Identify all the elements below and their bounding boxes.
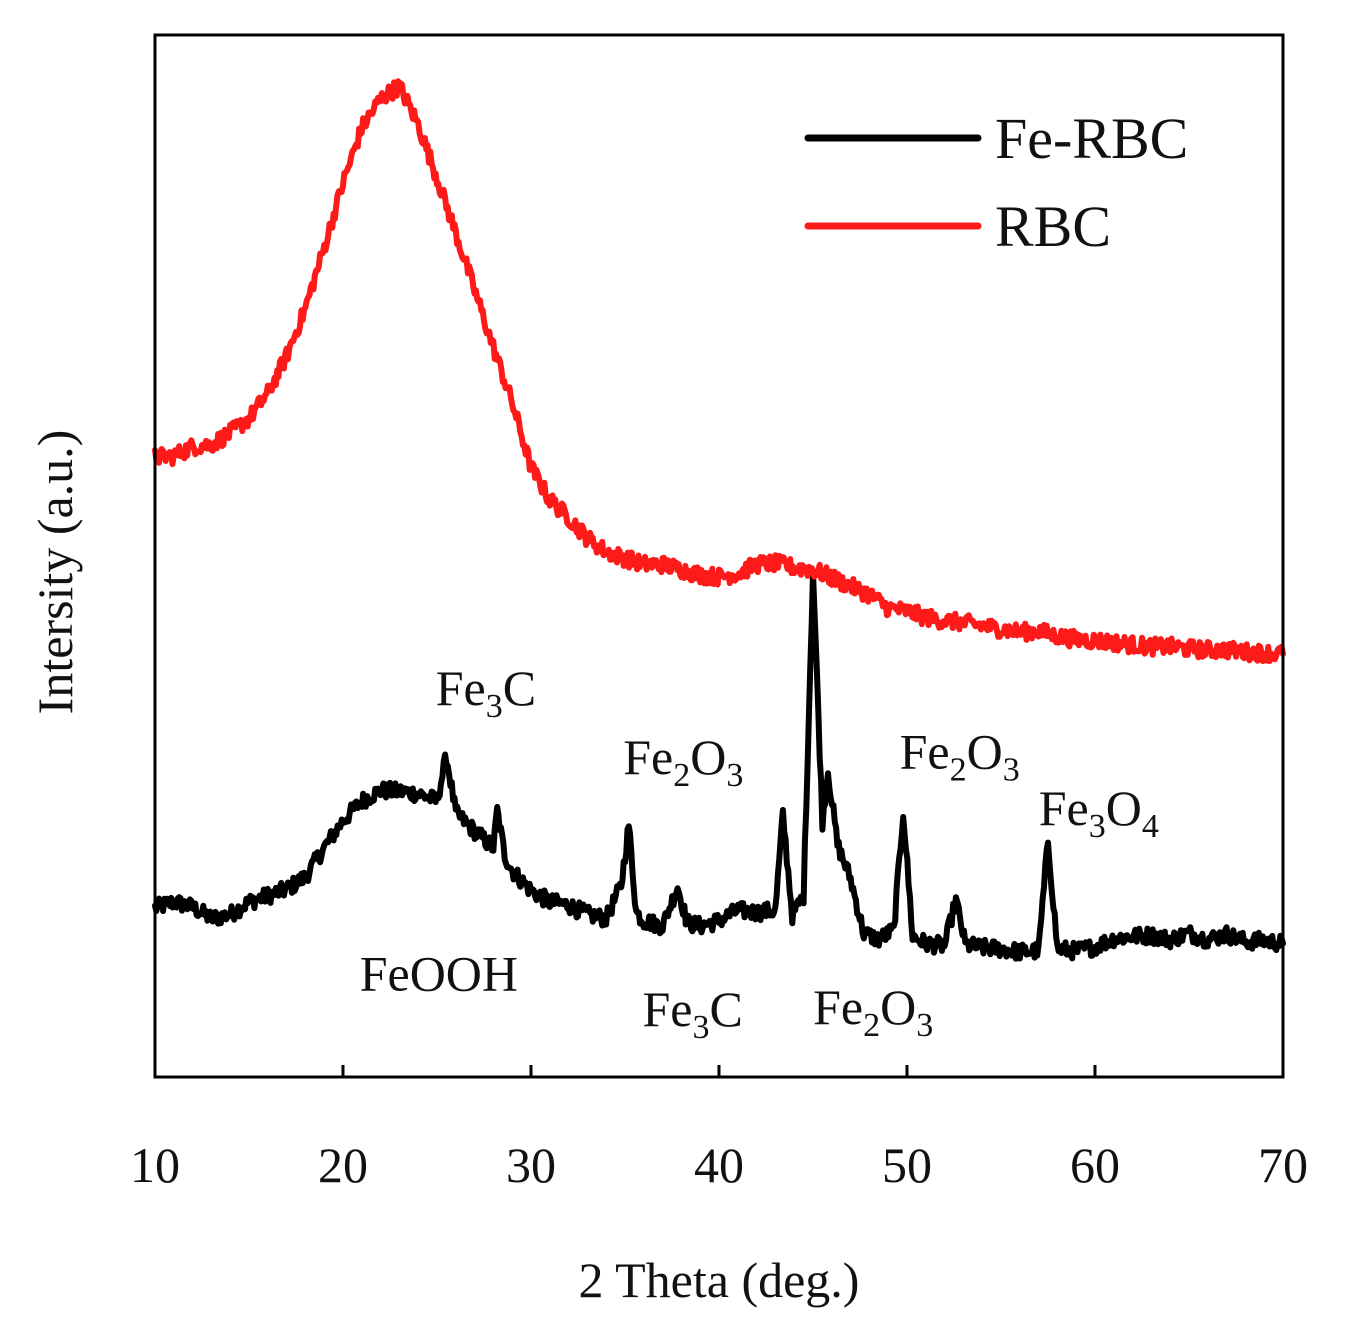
x-ticks: 10 20 30 40 50 60 70	[130, 1065, 1308, 1193]
x-tick-label: 30	[506, 1137, 556, 1193]
x-tick-label: 50	[882, 1137, 932, 1193]
peak-label-subscript: 3	[726, 757, 743, 794]
x-tick-label: 20	[318, 1137, 368, 1193]
peak-label: Fe3C	[643, 981, 743, 1046]
peak-label-text: Fe	[900, 724, 950, 780]
peak-label-text: O	[967, 724, 1003, 780]
peak-label: FeOOH	[360, 946, 518, 1002]
peak-label-text: Fe	[1039, 780, 1089, 836]
peak-label-subscript: 4	[1142, 808, 1159, 845]
peak-label-subscript: 2	[673, 757, 690, 794]
x-tick-label: 70	[1258, 1137, 1308, 1193]
peak-label-text: Fe	[643, 981, 693, 1037]
peak-label: Fe3O4	[1039, 780, 1159, 845]
peak-label-subscript: 3	[916, 1007, 933, 1044]
peak-label-text: O	[690, 729, 726, 785]
peak-label: Fe2O3	[623, 729, 743, 794]
legend-label-rbc: RBC	[995, 194, 1111, 259]
x-axis-label: 2 Theta (deg.)	[579, 1252, 860, 1308]
peak-label-text: O	[880, 979, 916, 1035]
peak-label-subscript: 3	[1003, 752, 1020, 789]
x-tick-label: 60	[1070, 1137, 1120, 1193]
peak-label-subscript: 3	[1089, 808, 1106, 845]
peak-label-text: Fe	[813, 979, 863, 1035]
series-line-fe-rbc	[152, 569, 1286, 962]
peak-label: Fe2O3	[813, 979, 933, 1044]
peak-label-subscript: 2	[950, 752, 967, 789]
series-line-rbc	[152, 78, 1286, 665]
y-axis-label: Intersity (a.u.)	[27, 430, 83, 715]
peak-label-text: C	[710, 981, 743, 1037]
legend: Fe-RBC RBC	[804, 106, 1188, 259]
peak-label-subscript: 2	[863, 1007, 880, 1044]
legend-label-fe-rbc: Fe-RBC	[995, 106, 1188, 171]
peak-label-text: Fe	[436, 660, 486, 716]
peak-label-subscript: 3	[693, 1009, 710, 1046]
peak-label-text: Fe	[623, 729, 673, 785]
peak-label-subscript: 3	[486, 688, 503, 725]
peak-label-text: O	[1106, 780, 1142, 836]
peak-label-text: C	[503, 660, 536, 716]
peak-label-text: FeOOH	[360, 946, 518, 1002]
x-tick-label: 10	[130, 1137, 180, 1193]
x-tick-label: 40	[694, 1137, 744, 1193]
series-layer	[152, 78, 1286, 962]
peak-label: Fe3C	[436, 660, 536, 725]
peak-label: Fe2O3	[900, 724, 1020, 789]
